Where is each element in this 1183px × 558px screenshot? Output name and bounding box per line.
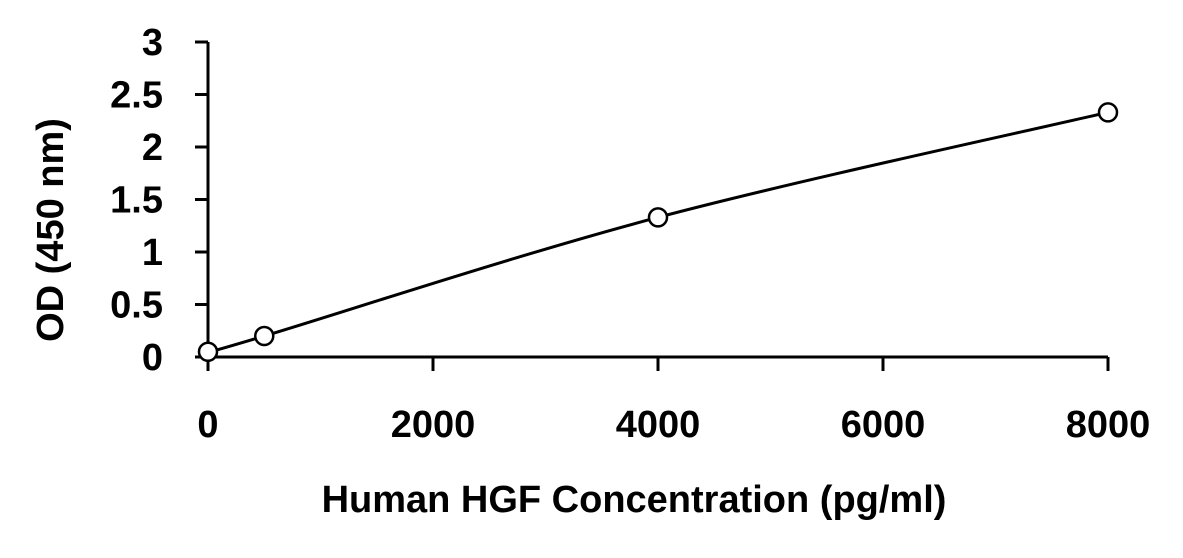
y-tick-label: 1 (142, 232, 163, 274)
y-tick-label: 2 (142, 127, 163, 169)
x-tick-label: 4000 (616, 404, 701, 446)
data-points-layer (197, 102, 1119, 362)
y-tick-label: 3 (142, 22, 163, 64)
y-tick-label: 0.5 (110, 285, 163, 327)
data-point (197, 341, 219, 362)
x-tick-label: 2000 (391, 404, 476, 446)
x-tick-label: 0 (197, 404, 218, 446)
fit-curve-layer (207, 110, 1109, 354)
y-axis-title: OD (450 nm) (30, 118, 72, 342)
data-point (254, 325, 275, 347)
data-point (647, 207, 669, 228)
x-tick-label: 6000 (841, 404, 926, 446)
y-tick-label: 1.5 (110, 180, 163, 222)
y-axis-ticks: 0 0.5 1 1.5 2 2.5 3 (110, 22, 208, 379)
fit-curve (207, 110, 1109, 354)
y-tick-label: 0 (142, 337, 163, 379)
data-point (1097, 102, 1119, 123)
x-axis-title: Human HGF Concentration (pg/ml) (322, 479, 947, 521)
x-axis-ticks: 0 2000 4000 6000 8000 (197, 357, 1150, 446)
x-tick-label: 8000 (1066, 404, 1151, 446)
y-tick-label: 2.5 (110, 75, 163, 117)
axes (206, 42, 1108, 359)
